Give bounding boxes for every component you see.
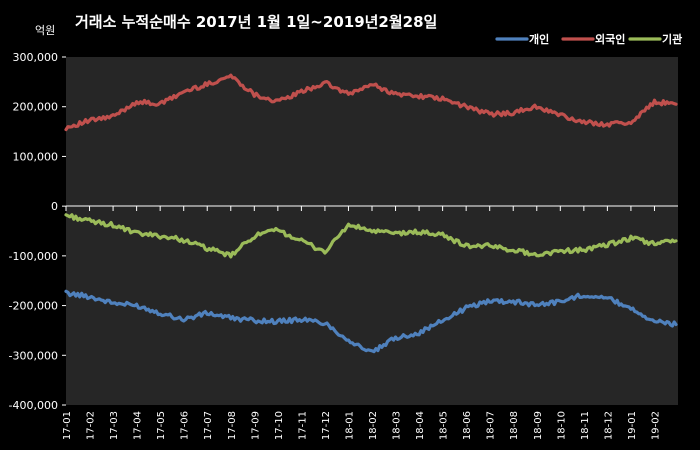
x-tick-label: 17-01 — [62, 411, 73, 440]
x-tick-label: 18-12 — [603, 411, 614, 440]
legend-label: 개인 — [529, 32, 549, 46]
y-tick-label: 100,000 — [13, 150, 59, 163]
legend-label: 외국인 — [595, 32, 625, 46]
x-tick-label: 17-06 — [180, 411, 191, 440]
series-line-1 — [64, 289, 678, 354]
x-tick-label: 17-09 — [250, 411, 261, 440]
x-tick-label: 18-11 — [580, 411, 591, 440]
series-line-2 — [64, 73, 678, 132]
y-tick-label: -100,000 — [9, 250, 58, 263]
x-tick-label: 17-04 — [133, 411, 144, 440]
x-tick-label: 18-06 — [462, 411, 473, 440]
x-tick-label: 17-05 — [156, 411, 167, 440]
x-tick-label: 17-08 — [227, 411, 238, 440]
x-tick-label: 18-04 — [415, 411, 426, 440]
x-tick-label: 18-10 — [556, 411, 567, 440]
y-axis: 300,000 200,000 100,000 0 -100,000 -200,000 -3… — [9, 51, 66, 412]
x-tick-label: 19-01 — [627, 411, 638, 440]
x-tick-label: 18-08 — [509, 411, 520, 440]
x-axis: 17-01 17-02 17-03 17-04 17-05 17-06 17-07 17-08… — [62, 206, 661, 440]
x-tick-label: 18-07 — [486, 411, 497, 440]
x-tick-label: 17-02 — [86, 411, 97, 440]
y-tick-label: -300,000 — [9, 349, 58, 362]
x-tick-label: 18-03 — [392, 411, 403, 440]
series-line-3 — [64, 213, 678, 259]
x-tick-label: 18-09 — [533, 411, 544, 440]
x-tick-label: 17-03 — [109, 411, 120, 440]
legend-label: 기관 — [662, 32, 682, 46]
y-tick-label: -200,000 — [9, 300, 58, 313]
x-tick-label: 17-11 — [297, 411, 308, 440]
x-tick-label: 17-10 — [274, 411, 285, 440]
x-tick-label: 19-02 — [650, 411, 661, 440]
x-tick-label: 17-12 — [321, 411, 332, 440]
y-tick-label: 300,000 — [13, 51, 59, 64]
y-tick-label: -400,000 — [9, 399, 58, 412]
series-lines — [64, 73, 678, 354]
y-unit-label: 억원 — [35, 24, 55, 37]
x-tick-label: 18-01 — [344, 411, 355, 440]
x-tick-label: 18-05 — [439, 411, 450, 440]
chart-title: 거래소 누적순매수 2017년 1월 1일~2019년2월28일 — [75, 13, 437, 31]
x-tick-label: 18-02 — [368, 411, 379, 440]
y-tick-label: 0 — [51, 200, 58, 213]
x-tick-label: 17-07 — [203, 411, 214, 440]
legend: 개인 외국인 기관 — [495, 32, 682, 46]
y-tick-label: 200,000 — [13, 101, 59, 114]
